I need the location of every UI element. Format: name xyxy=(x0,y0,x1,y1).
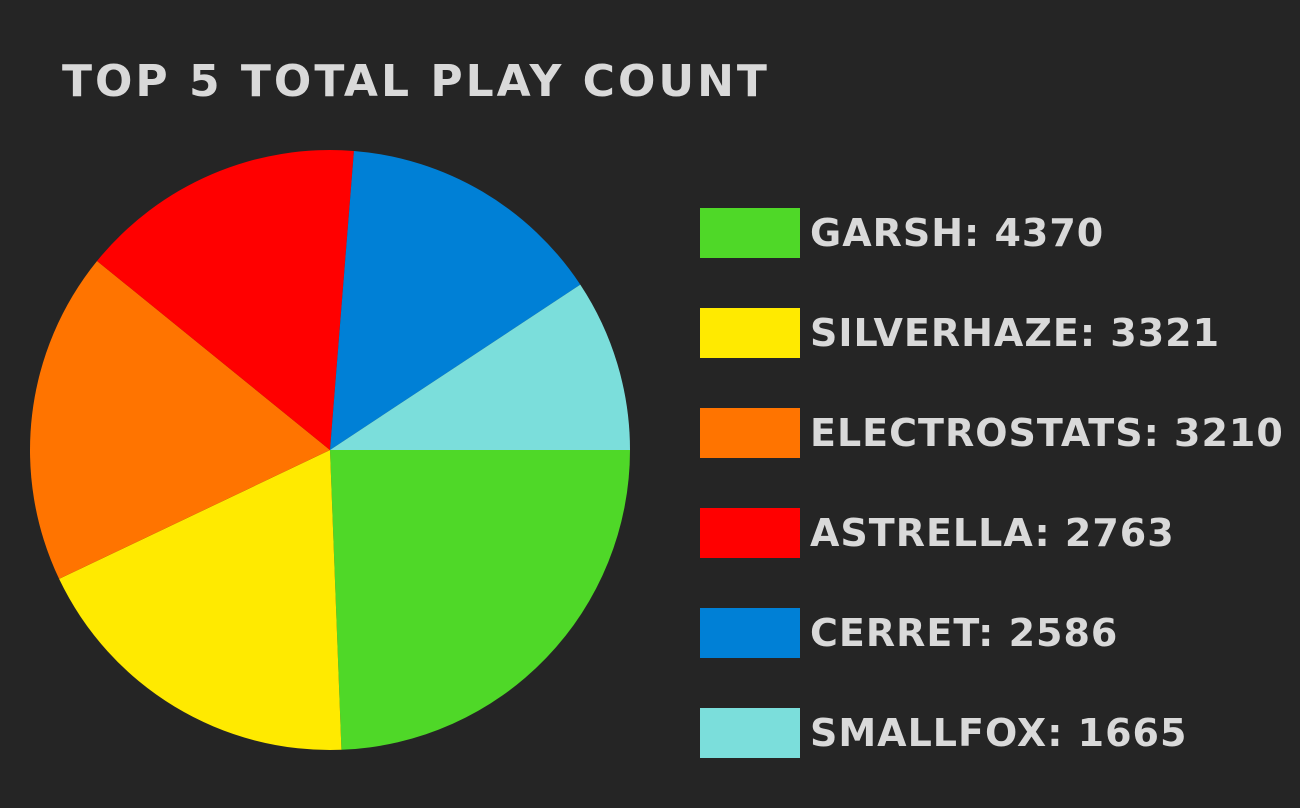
legend-swatch xyxy=(700,608,800,658)
legend-item-silverhaze: Silverhaze: 3321 xyxy=(700,308,1284,358)
pie-chart xyxy=(30,149,630,750)
legend-swatch xyxy=(700,308,800,358)
pie-slice-smallfox xyxy=(330,284,630,450)
pie-slice-cerret xyxy=(330,150,581,450)
legend-label: Garsh: 4370 xyxy=(810,211,1105,255)
chart-title: Top 5 Total Play Count xyxy=(62,56,770,107)
legend-swatch xyxy=(700,208,800,258)
legend-label: Silverhaze: 3321 xyxy=(810,311,1221,355)
legend-item-garsh: Garsh: 4370 xyxy=(700,208,1284,258)
legend-item-astrella: Astrella: 2763 xyxy=(700,508,1284,558)
legend-label: Cerret: 2586 xyxy=(810,611,1119,655)
legend-item-electrostats: Electrostats: 3210 xyxy=(700,408,1284,458)
chart-legend: Garsh: 4370 Silverhaze: 3321 Electrostats:… xyxy=(700,208,1284,808)
pie-slice-astrella xyxy=(97,149,354,450)
legend-label: Electrostats: 3210 xyxy=(810,411,1284,455)
legend-swatch xyxy=(700,408,800,458)
pie-slice-garsh xyxy=(330,450,630,750)
legend-label: Astrella: 2763 xyxy=(810,511,1175,555)
legend-swatch xyxy=(700,708,800,758)
legend-item-cerret: Cerret: 2586 xyxy=(700,608,1284,658)
legend-label: Smallfox: 1665 xyxy=(810,711,1188,755)
pie-slice-electrostats xyxy=(30,260,331,579)
legend-swatch xyxy=(700,508,800,558)
legend-item-smallfox: Smallfox: 1665 xyxy=(700,708,1284,758)
pie-slice-silverhaze xyxy=(59,450,342,750)
